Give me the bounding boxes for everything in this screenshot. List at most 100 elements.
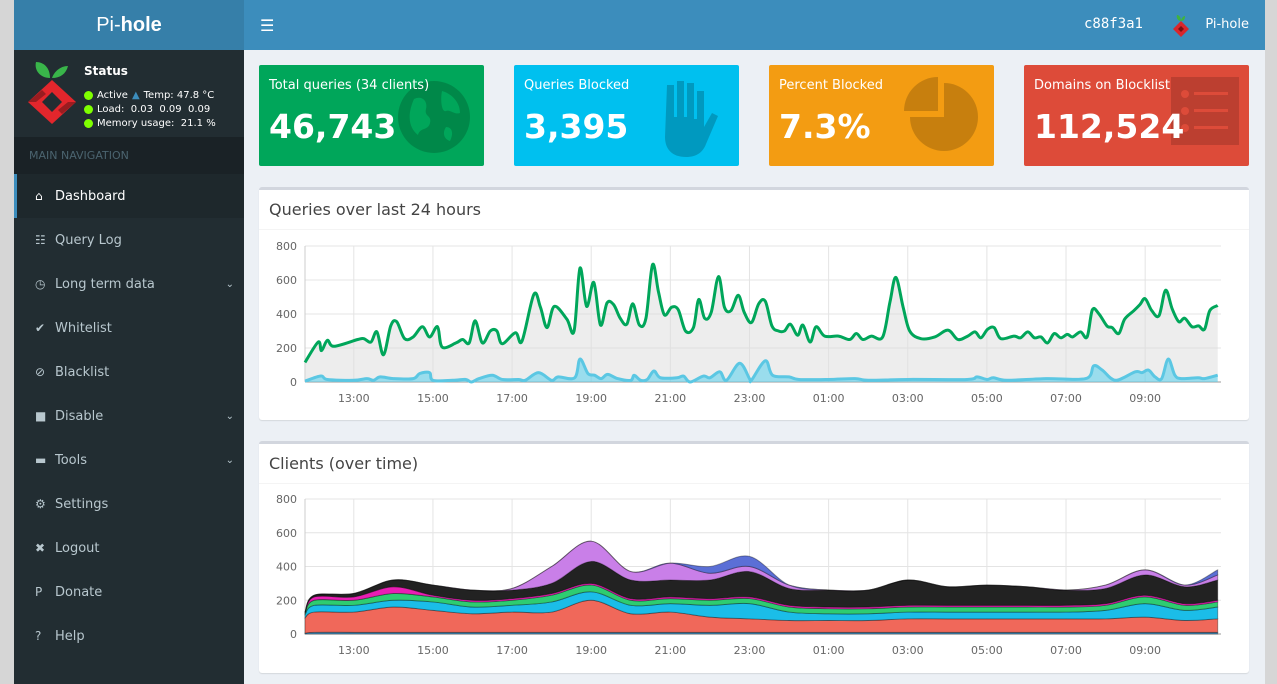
sidebar-item-settings[interactable]: ⚙ Settings — [14, 482, 244, 526]
brand-logo[interactable]: Pi-hole — [14, 0, 244, 50]
x-tick-label: 01:00 — [813, 644, 845, 657]
status-active: Active ▲ Temp: 47.8 °C — [84, 90, 214, 101]
sidebar-item-tools[interactable]: ▬ Tools ⌄ — [14, 438, 244, 482]
stat-box-queries-blocked: Queries Blocked 3,395 — [514, 65, 739, 166]
user-panel: Status Active ▲ Temp: 47.8 °C Load: 0.03 0… — [14, 50, 244, 137]
top-navbar: ☰ c88f3a1 Pi-hole — [244, 0, 1265, 50]
x-tick-label: 21:00 — [654, 392, 686, 405]
sidebar-item-logout[interactable]: ✖ Logout — [14, 526, 244, 570]
sidebar-item-query-log[interactable]: ☷ Query Log — [14, 218, 244, 262]
x-tick-label: 15:00 — [417, 644, 449, 657]
client-series-2 — [304, 591, 1219, 622]
version-hash: c88f3a1 — [1083, 16, 1143, 32]
y-tick-label: 800 — [276, 240, 297, 253]
home-icon: ⌂ — [35, 189, 43, 203]
stat-value: 46,743 — [269, 107, 397, 146]
sidebar-item-label: Disable — [55, 408, 104, 424]
sidebar-item-dashboard[interactable]: ⌂ Dashboard — [14, 174, 244, 218]
y-tick-label: 200 — [276, 342, 297, 355]
sidebar-item-label: Dashboard — [55, 188, 126, 204]
clients-panel: Clients (over time) 0 200 400 600 800 13:00 15… — [259, 441, 1249, 673]
stat-value: 7.3% — [779, 107, 871, 146]
sidebar-item-label: Logout — [55, 540, 100, 556]
x-tick-label: 05:00 — [971, 392, 1003, 405]
folder-icon: ▬ — [35, 453, 47, 467]
active-dot-icon — [84, 91, 93, 100]
x-tick-label: 07:00 — [1050, 392, 1082, 405]
x-tick-label: 19:00 — [575, 392, 607, 405]
client-series-0 — [304, 631, 1219, 635]
chevron-down-icon: ⌄ — [225, 278, 234, 290]
status-title: Status — [84, 64, 128, 78]
sidebar-item-label: Settings — [55, 496, 109, 512]
pihole-logo-icon — [28, 62, 76, 124]
queries-chart[interactable]: 0 200 400 600 800 13:00 15:00 17:00 19:00 21:00 23… — [259, 230, 1249, 420]
panel-title: Queries over last 24 hours — [259, 190, 1249, 230]
x-tick-label: 03:00 — [892, 644, 924, 657]
load-dot-icon — [84, 105, 93, 114]
x-tick-label: 15:00 — [417, 392, 449, 405]
globe-icon — [394, 77, 474, 161]
sidebar-item-donate[interactable]: P Donate — [14, 570, 244, 614]
stat-label: Queries Blocked — [524, 78, 630, 93]
x-tick-label: 23:00 — [734, 644, 766, 657]
sidebar-item-blacklist[interactable]: ⊘ Blacklist — [14, 350, 244, 394]
sidebar-item-label: Tools — [55, 452, 88, 468]
y-tick-label: 0 — [290, 376, 297, 389]
sidebar-item-whitelist[interactable]: ✔ Whitelist — [14, 306, 244, 350]
status-memory: Memory usage: 21.1 % — [84, 118, 216, 129]
sidebar-item-label: Blacklist — [55, 364, 110, 380]
chevron-down-icon: ⌄ — [225, 454, 234, 466]
temp-text: Temp: 47.8 °C — [143, 90, 215, 101]
sidebar-item-label: Help — [55, 628, 85, 644]
chevron-down-icon: ⌄ — [225, 410, 234, 422]
x-tick-label: 01:00 — [813, 392, 845, 405]
active-text: Active — [97, 90, 128, 101]
hand-icon — [649, 77, 729, 161]
clock-icon: ◷ — [35, 277, 46, 291]
brand-light: Pi- — [96, 14, 121, 36]
pihole-logo-icon[interactable] — [1171, 13, 1191, 41]
main-nav: ⌂ Dashboard ☷ Query Log ◷ Long term data ⌄ ✔ Whi… — [14, 174, 244, 658]
stat-box-percent-blocked: Percent Blocked 7.3% — [769, 65, 994, 166]
flame-icon: ▲ — [131, 90, 140, 101]
sidebar-item-label: Long term data — [55, 276, 155, 292]
x-tick-label: 09:00 — [1129, 644, 1161, 657]
check-circle-icon: ✔ — [35, 321, 46, 335]
queries-panel: Queries over last 24 hours 0 200 400 600 800… — [259, 187, 1249, 420]
stat-value: 112,524 — [1034, 107, 1185, 146]
client-series-6 — [304, 540, 1219, 613]
x-tick-label: 19:00 — [575, 644, 607, 657]
nav-header: MAIN NAVIGATION — [14, 137, 244, 174]
user-menu[interactable]: Pi-hole — [1205, 17, 1249, 32]
ban-icon: ⊘ — [35, 365, 46, 379]
x-tick-label: 13:00 — [338, 644, 370, 657]
stat-label: Percent Blocked — [779, 78, 883, 93]
stat-label: Total queries (34 clients) — [269, 78, 430, 93]
memory-dot-icon — [84, 119, 93, 128]
brand-bold: hole — [120, 14, 162, 36]
user-times-icon: ✖ — [35, 541, 46, 555]
hamburger-icon[interactable]: ☰ — [260, 16, 275, 35]
status-load: Load: 0.03 0.09 0.09 — [84, 104, 210, 115]
x-tick-label: 05:00 — [971, 644, 1003, 657]
clients-chart[interactable]: 0 200 400 600 800 13:00 15:00 17:00 19:00 21:00 23… — [259, 484, 1249, 674]
x-tick-label: 13:00 — [338, 392, 370, 405]
question-circle-icon: ? — [35, 629, 42, 643]
sidebar-item-long-term-data[interactable]: ◷ Long term data ⌄ — [14, 262, 244, 306]
y-tick-label: 600 — [276, 527, 297, 540]
client-series-7 — [304, 540, 1219, 613]
x-tick-label: 17:00 — [496, 392, 528, 405]
sidebar-item-label: Query Log — [55, 232, 122, 248]
sidebar-item-help[interactable]: ? Help — [14, 614, 244, 658]
y-tick-label: 400 — [276, 561, 297, 574]
panel-title: Clients (over time) — [259, 444, 1249, 484]
y-tick-label: 0 — [290, 628, 297, 641]
sidebar-item-disable[interactable]: ■ Disable ⌄ — [14, 394, 244, 438]
stat-box-domains-on: Domains on Blocklist 112,524 — [1024, 65, 1249, 166]
app: Pi-hole ☰ c88f3a1 Pi-hole Status Active ▲… — [14, 0, 1265, 684]
x-tick-label: 03:00 — [892, 392, 924, 405]
x-tick-label: 09:00 — [1129, 392, 1161, 405]
paypal-icon: P — [35, 585, 43, 599]
y-tick-label: 800 — [276, 493, 297, 506]
